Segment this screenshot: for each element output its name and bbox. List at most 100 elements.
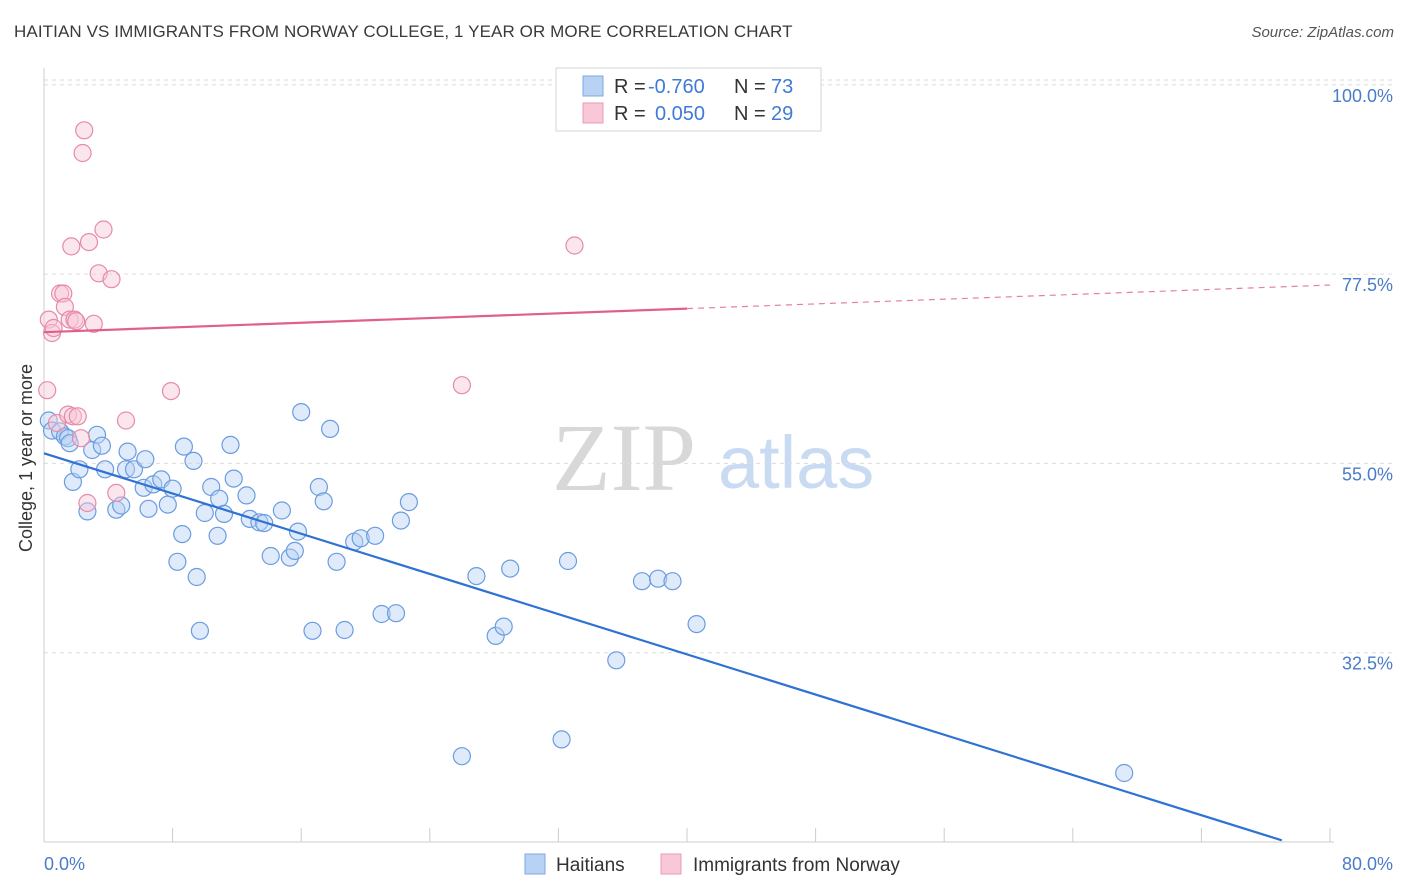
haitians-point-45	[285, 541, 304, 561]
norway-point-17	[75, 121, 94, 140]
haitians-point-36	[221, 435, 240, 454]
legend-r-label-haitians: R =	[614, 76, 646, 98]
haitians-point-68	[607, 651, 626, 670]
legend-r-value-norway: 0.050	[655, 103, 705, 125]
norway-point-24	[107, 483, 126, 502]
norway-point-1	[39, 310, 58, 329]
haitians-point-26	[173, 524, 192, 544]
x-ticks	[43, 828, 1331, 842]
haitians-point-60	[399, 493, 418, 512]
haitians-point-69	[632, 572, 652, 591]
grid	[44, 79, 1394, 654]
haitians-point-47	[292, 403, 311, 422]
norway-point-15	[71, 429, 91, 448]
norway-point-10	[62, 237, 81, 256]
haitians-point-5	[60, 434, 79, 453]
norway-point-25	[116, 411, 136, 430]
x-tick-label-max: 80.0%	[1342, 854, 1393, 874]
legend-n-label-haitians: N =	[734, 76, 766, 98]
watermark-atlas: atlas	[718, 421, 874, 504]
haitians-point-37	[224, 469, 243, 488]
norway-point-6	[54, 284, 73, 303]
haitians-point-34	[210, 489, 229, 508]
bottom-legend-swatch-norway	[660, 853, 682, 875]
haitians-point-51	[321, 419, 340, 438]
haitians-point-28	[184, 451, 203, 470]
norway-trend-line	[43, 307, 688, 334]
haitians-point-71	[663, 572, 682, 591]
haitians-point-17	[124, 460, 144, 479]
haitians-point-42	[261, 546, 280, 566]
bottom-legend-swatch-haitians	[524, 853, 546, 875]
haitians-point-29	[187, 567, 206, 587]
x-tick-label-min: 0.0%	[44, 854, 85, 874]
haitians-point-53	[335, 620, 354, 640]
legend-r-label-norway: R =	[614, 103, 646, 125]
haitians-point-43	[272, 501, 291, 520]
norway-trend-line-extension	[686, 284, 1331, 310]
legend-n-label-norway: N =	[734, 103, 766, 125]
norway-point-22	[94, 220, 113, 239]
norway-point-16	[73, 143, 92, 163]
haitians-point-59	[391, 511, 410, 530]
norway-point-27	[452, 376, 471, 395]
haitians-point-62	[467, 566, 486, 586]
haitians-point-57	[372, 604, 391, 624]
legend-swatch-haitians	[582, 75, 604, 97]
norway-point-3	[44, 318, 63, 338]
haitians-point-61	[452, 747, 471, 766]
source-label: Source: ZipAtlas.com	[1251, 24, 1394, 41]
haitians-point-67	[558, 551, 578, 571]
haitians-point-66	[552, 730, 571, 749]
haitians-point-65	[501, 559, 520, 578]
haitians-point-30	[190, 621, 209, 640]
haitians-point-70	[648, 569, 668, 588]
y-tick-label-3: 100.0%	[1332, 86, 1393, 106]
haitians-point-27	[174, 437, 193, 456]
haitians-point-55	[351, 529, 370, 548]
norway-point-9	[60, 310, 79, 329]
haitians-point-35	[214, 504, 234, 524]
haitians-point-33	[208, 526, 227, 545]
legend-n-value-haitians: 73	[771, 76, 793, 98]
norway-point-28	[565, 236, 584, 255]
haitians-point-23	[158, 495, 177, 514]
norway-point-0	[38, 381, 57, 400]
norway-point-20	[84, 314, 103, 333]
chart-title: HAITIAN VS IMMIGRANTS FROM NORWAY COLLEG…	[14, 22, 793, 41]
haitians-point-52	[327, 552, 346, 571]
haitians-point-48	[303, 621, 322, 640]
y-tick-label-0: 32.5%	[1342, 654, 1393, 674]
haitians-point-39	[240, 509, 259, 529]
bottom-legend-label-norway: Immigrants from Norway	[693, 855, 900, 876]
bottom-legend: Haitians Immigrants from Norway	[524, 853, 900, 876]
haitians-point-58	[386, 604, 406, 623]
haitians-point-73	[1115, 763, 1134, 783]
norway-points	[38, 121, 584, 513]
norway-point-26	[161, 382, 181, 401]
legend: R = -0.760 N = 73 R = 0.050 N = 29	[555, 67, 822, 132]
legend-swatch-norway	[582, 102, 604, 124]
norway-point-18	[78, 493, 97, 513]
haitians-point-16	[118, 442, 137, 461]
y-tick-label-1: 55.0%	[1342, 464, 1393, 484]
norway-point-14	[68, 407, 87, 426]
norway-point-23	[102, 270, 121, 289]
legend-r-value-haitians: -0.760	[648, 76, 705, 98]
trend-lines	[43, 284, 1331, 842]
haitians-point-49	[309, 477, 328, 497]
haitians-point-56	[366, 526, 385, 545]
norway-point-11	[63, 407, 83, 426]
norway-point-13	[67, 312, 86, 331]
haitians-point-11	[92, 436, 112, 455]
haitians-point-72	[687, 614, 706, 634]
y-axis-label: College, 1 year or more	[16, 364, 36, 552]
haitians-point-64	[494, 617, 513, 636]
y-tick-label-2: 77.5%	[1342, 275, 1393, 295]
haitians-trend-line	[43, 452, 1283, 842]
y-tick-labels: 32.5% 55.0% 77.5% 100.0%	[1332, 86, 1393, 674]
norway-point-19	[79, 233, 99, 252]
haitians-point-25	[168, 552, 187, 571]
haitians-point-50	[314, 492, 333, 511]
